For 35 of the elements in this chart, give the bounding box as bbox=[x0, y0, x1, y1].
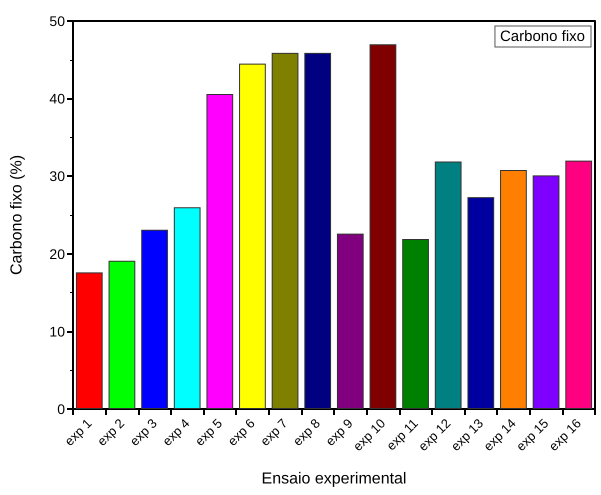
y-tick-label: 30 bbox=[49, 168, 66, 184]
y-tick-label: 20 bbox=[49, 246, 66, 262]
x-tick-label: exp 8 bbox=[290, 416, 323, 449]
bar bbox=[304, 52, 332, 409]
bar bbox=[565, 160, 592, 409]
x-tick-label: exp 4 bbox=[159, 416, 192, 449]
x-tick-label: exp 3 bbox=[126, 416, 160, 449]
x-tick-label: exp 11 bbox=[383, 416, 421, 454]
y-axis-title: Carbono fixo (%) bbox=[8, 154, 26, 276]
bar bbox=[402, 239, 429, 409]
bar bbox=[174, 207, 201, 409]
bar bbox=[500, 170, 527, 409]
bar bbox=[467, 197, 494, 409]
x-tick-label: exp 7 bbox=[257, 416, 290, 449]
y-tick-label: 0 bbox=[57, 401, 66, 417]
bar bbox=[336, 234, 364, 409]
x-tick-label: exp 2 bbox=[94, 416, 128, 449]
text: Carbono fixo bbox=[500, 28, 586, 45]
x-tick-label: exp 6 bbox=[224, 416, 258, 449]
y-tick-label: 10 bbox=[49, 323, 66, 340]
bar bbox=[434, 161, 462, 409]
bar bbox=[141, 230, 168, 409]
y-tick-label: 50 bbox=[49, 13, 66, 29]
bar bbox=[532, 175, 560, 409]
x-tick-label: exp 5 bbox=[192, 416, 226, 449]
bar bbox=[272, 52, 298, 409]
bar bbox=[76, 272, 103, 409]
bar bbox=[108, 260, 136, 409]
bar bbox=[239, 64, 266, 409]
bar bbox=[370, 44, 396, 409]
y-tick-label: 40 bbox=[49, 90, 66, 107]
x-tick-label: exp 9 bbox=[322, 416, 356, 449]
bar bbox=[206, 94, 234, 409]
x-axis-title: Ensaio experimental bbox=[262, 470, 406, 488]
x-tick-label: exp 1 bbox=[62, 416, 95, 449]
